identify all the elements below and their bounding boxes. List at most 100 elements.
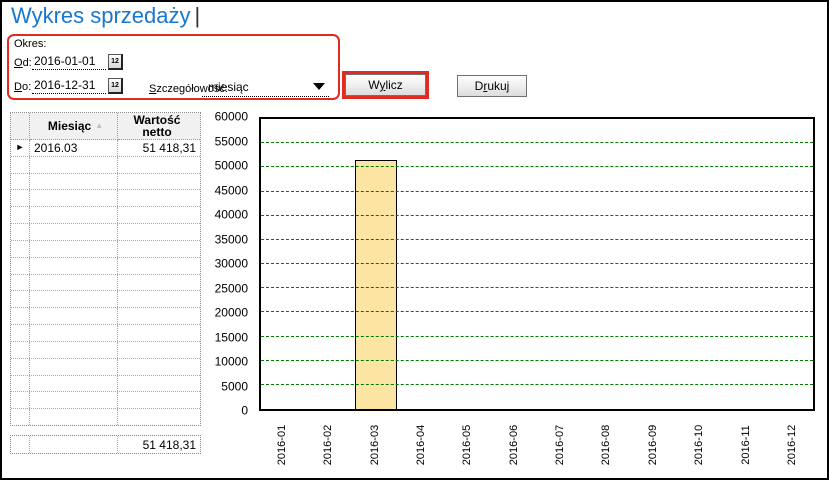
h-gridline	[261, 166, 813, 168]
x-axis-tick: 2016-10	[676, 414, 722, 476]
empty-cell	[11, 392, 30, 409]
page-title-text: Wykres sprzedaży	[11, 3, 191, 28]
h-gridline	[261, 287, 813, 289]
table-empty-row	[11, 274, 200, 292]
to-calendar-button[interactable]: 12	[108, 78, 123, 94]
x-axis-tick: 2016-03	[352, 414, 398, 476]
h-gridline	[261, 190, 813, 192]
table-empty-row	[11, 190, 200, 208]
from-calendar-button[interactable]: 12	[108, 54, 123, 70]
chart-bar-slot	[583, 119, 629, 409]
empty-cell	[11, 358, 30, 375]
empty-cell	[11, 190, 30, 207]
empty-cell	[118, 308, 200, 324]
table-empty-row	[11, 156, 200, 174]
empty-cell	[118, 325, 200, 341]
table-row[interactable]: ► 2016.03 51 418,31	[11, 140, 200, 157]
empty-cell	[30, 358, 118, 375]
y-axis-tick-label: 15000	[214, 330, 248, 344]
x-axis-tick-label: 2016-11	[739, 425, 752, 465]
chart-bar-slot	[307, 119, 353, 409]
page-title: Wykres sprzedaży |	[11, 3, 200, 29]
print-button[interactable]: Drukuj	[457, 75, 527, 97]
indicator-column-header	[11, 113, 30, 140]
empty-cell	[30, 156, 118, 173]
x-axis-tick-label: 2016-10	[693, 424, 706, 466]
empty-cell	[30, 308, 118, 325]
empty-cell	[11, 156, 30, 173]
empty-cell	[30, 341, 118, 358]
sort-ascending-icon: ▲	[95, 121, 104, 130]
summary-month-cell	[30, 436, 118, 453]
x-axis-tick-label: 2016-02	[322, 424, 335, 466]
table-empty-row	[11, 392, 200, 410]
empty-cell	[11, 274, 30, 291]
month-column-header[interactable]: Miesiąc ▲	[30, 113, 118, 140]
empty-cell	[30, 240, 118, 257]
results-table: Miesiąc ▲ Wartość netto ► 2016.03 51 418,3…	[10, 112, 201, 426]
x-axis-tick-label: 2016-08	[600, 424, 613, 466]
chart-plot-area	[259, 117, 815, 411]
empty-cell	[118, 174, 200, 190]
to-date-input[interactable]: 2016-12-31	[32, 78, 106, 94]
table-empty-row	[11, 257, 200, 275]
empty-cell	[118, 224, 200, 240]
summary-total-value: 51 418,31	[142, 437, 196, 452]
y-axis-tick-label: 30000	[214, 256, 248, 271]
h-gridline	[261, 383, 813, 385]
empty-cell	[118, 291, 200, 307]
x-axis-tick: 2016-07	[537, 414, 583, 476]
empty-cell	[11, 291, 30, 308]
chart-bar-slot	[767, 119, 813, 409]
x-axis-tick: 2016-11	[722, 414, 768, 476]
h-gridline	[261, 311, 813, 313]
empty-cell	[118, 190, 200, 206]
summary-row: 51 418,31	[10, 435, 201, 454]
detail-label: Szczegółowość:	[149, 83, 228, 95]
x-axis-tick: 2016-01	[259, 414, 305, 476]
x-axis-tick: 2016-12	[769, 414, 815, 476]
empty-cell	[11, 224, 30, 240]
y-axis-tick-label: 55000	[214, 134, 248, 148]
empty-cell	[11, 207, 30, 224]
x-axis-tick-label: 2016-07	[554, 424, 567, 466]
calculate-button-highlight: Wylicz	[342, 71, 429, 99]
empty-cell	[118, 359, 200, 375]
empty-cell	[11, 240, 30, 257]
table-empty-row	[11, 341, 200, 359]
y-axis-tick-label: 50000	[214, 158, 248, 173]
table-header-row: Miesiąc ▲ Wartość netto	[11, 113, 200, 140]
empty-cell	[118, 157, 200, 173]
net-value-column-header[interactable]: Wartość netto	[118, 113, 200, 140]
empty-cell	[118, 376, 200, 392]
to-label: Do:	[14, 81, 32, 93]
x-axis-tick: 2016-05	[444, 414, 490, 476]
table-empty-row	[11, 224, 200, 241]
x-axis-tick-label: 2016-05	[461, 424, 474, 466]
chart-bar-slot	[721, 119, 767, 409]
period-group-label: Okres:	[14, 38, 47, 50]
table-empty-row	[11, 308, 200, 326]
from-label: Od:	[14, 57, 32, 69]
y-axis-tick-label: 5000	[221, 379, 248, 393]
chart-bar-slot	[261, 119, 307, 409]
period-groupbox: Okres: Od: 2016-01-01 12 Do: 2016-12-31 …	[7, 34, 340, 100]
empty-cell	[30, 409, 118, 426]
h-gridline	[261, 359, 813, 361]
calculate-button[interactable]: Wylicz	[345, 74, 426, 96]
from-date-input[interactable]: 2016-01-01	[32, 54, 106, 70]
chevron-down-icon[interactable]	[313, 83, 325, 90]
table-empty-row	[11, 325, 200, 342]
table-empty-row	[11, 375, 200, 393]
calendar-icon: 12	[111, 57, 119, 65]
summary-indicator-cell	[11, 436, 30, 453]
calendar-icon: 12	[111, 81, 119, 89]
x-axis-tick: 2016-06	[491, 414, 537, 476]
detail-combobox[interactable]: miesiąc	[202, 80, 329, 97]
empty-cell	[30, 274, 118, 291]
x-axis-tick: 2016-09	[630, 414, 676, 476]
x-axis-tick-label: 2016-03	[368, 424, 381, 466]
table-empty-row	[11, 207, 200, 225]
empty-cell	[11, 257, 30, 274]
table-body: ► 2016.03 51 418,31	[11, 140, 200, 426]
